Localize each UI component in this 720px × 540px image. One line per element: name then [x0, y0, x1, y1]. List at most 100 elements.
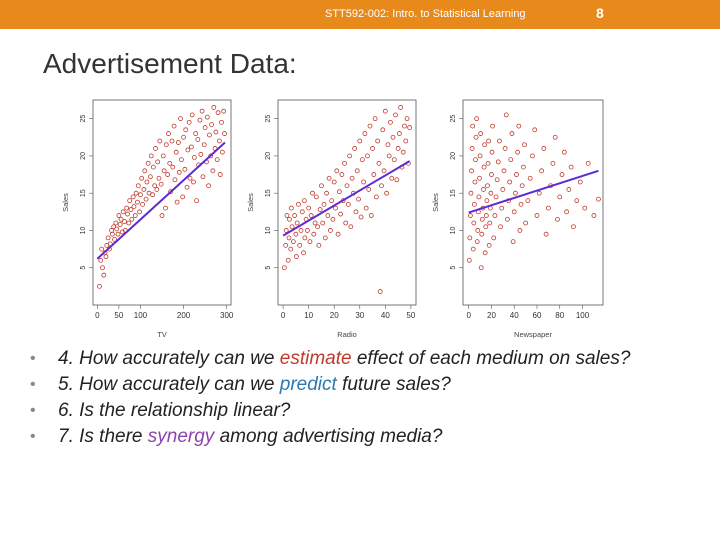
data-point — [103, 254, 109, 259]
data-point — [386, 153, 392, 159]
x-tick-label: 300 — [220, 311, 234, 320]
data-point — [145, 160, 151, 166]
data-point — [564, 209, 569, 215]
x-tick-label: 0 — [281, 311, 286, 320]
data-point — [165, 172, 171, 177]
data-point — [359, 157, 365, 163]
data-point — [166, 131, 171, 136]
data-point — [381, 168, 387, 174]
data-point — [348, 224, 354, 230]
data-point — [384, 190, 390, 196]
data-point — [292, 213, 298, 218]
data-point — [199, 108, 205, 114]
data-point — [290, 239, 296, 245]
data-point — [467, 213, 473, 218]
data-point — [131, 204, 137, 209]
data-point — [561, 149, 567, 155]
y-axis-label: Sales — [61, 193, 70, 212]
data-point — [288, 205, 294, 211]
data-point — [197, 117, 203, 123]
y-tick-label: 10 — [450, 226, 457, 234]
y-tick-label: 10 — [80, 226, 87, 234]
x-axis-label: TV — [157, 330, 167, 339]
y-tick-label: 5 — [265, 266, 272, 270]
bullet-text: among advertising media? — [214, 426, 443, 447]
data-point — [163, 205, 168, 211]
data-point — [497, 138, 502, 144]
data-point — [483, 224, 489, 230]
data-point — [469, 168, 474, 174]
data-point — [390, 134, 396, 140]
data-point — [335, 231, 341, 237]
data-point — [150, 164, 156, 170]
data-point — [539, 168, 544, 174]
data-point — [298, 228, 304, 233]
x-tick-label: 30 — [355, 311, 364, 320]
data-point — [382, 108, 388, 114]
data-point — [585, 160, 591, 166]
data-point — [168, 189, 174, 195]
data-point — [379, 183, 384, 189]
data-point — [494, 177, 500, 183]
data-point — [283, 242, 289, 248]
data-point — [193, 131, 199, 136]
data-point — [296, 201, 301, 207]
data-point — [175, 140, 181, 145]
data-point — [376, 160, 382, 166]
data-point — [207, 132, 212, 138]
bullet-item-synergy: • 7. Is there synergy among advertising … — [30, 424, 710, 450]
y-tick-label: 15 — [450, 189, 457, 197]
data-point — [499, 205, 505, 211]
data-point — [319, 183, 324, 189]
data-point — [284, 213, 290, 218]
data-point — [489, 172, 494, 177]
data-point — [489, 149, 495, 155]
data-point — [214, 157, 220, 163]
data-point — [596, 196, 601, 202]
y-tick-label: 20 — [450, 152, 457, 160]
data-point — [357, 138, 363, 144]
data-point — [486, 138, 492, 144]
data-point — [179, 157, 184, 163]
bullet-text: 7. Is there — [58, 426, 148, 447]
data-point — [475, 228, 481, 233]
data-point — [550, 160, 556, 166]
course-title: STT592-002: Intro. to Statistical Learni… — [325, 8, 526, 20]
data-point — [486, 242, 492, 248]
data-point — [189, 112, 195, 118]
data-point — [503, 112, 509, 118]
data-point — [472, 179, 478, 185]
data-point — [473, 134, 479, 140]
data-point — [591, 213, 597, 218]
data-point — [115, 231, 121, 237]
y-tick-label: 20 — [265, 152, 272, 160]
data-point — [330, 216, 336, 222]
data-point — [313, 194, 319, 200]
data-point — [541, 146, 547, 151]
x-tick-label: 40 — [381, 311, 390, 320]
data-point — [304, 228, 310, 233]
data-point — [527, 175, 533, 181]
x-tick-label: 0 — [95, 311, 100, 320]
bullet-item-linear: • 6. Is the relationship linear? — [30, 398, 710, 424]
bullet-text: 4. How accurately can we — [58, 348, 280, 369]
bullet-item-estimate: • 4. How accurately can we estimate effe… — [30, 346, 710, 372]
x-tick-label: 80 — [555, 311, 564, 320]
data-point — [474, 239, 480, 245]
data-point — [111, 224, 117, 230]
data-point — [316, 242, 322, 248]
data-point — [137, 209, 142, 215]
data-point — [495, 159, 501, 165]
data-point — [389, 175, 395, 181]
data-point — [363, 205, 369, 211]
data-point — [345, 201, 351, 207]
regression-line — [96, 141, 226, 260]
data-point — [302, 235, 308, 241]
keyword-estimate: estimate — [279, 348, 352, 369]
data-point — [485, 183, 490, 189]
data-point — [301, 198, 307, 204]
data-point — [507, 179, 513, 185]
x-tick-label: 0 — [466, 311, 471, 320]
data-point — [140, 201, 145, 207]
